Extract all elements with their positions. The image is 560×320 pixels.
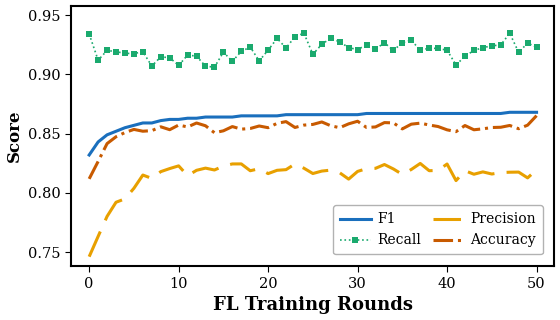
Recall — [211, 65, 218, 69]
Accuracy — [184, 125, 191, 129]
Line: Accuracy: Accuracy — [89, 116, 536, 179]
Recall — [533, 45, 540, 49]
Recall — [524, 41, 531, 45]
F1 — [506, 110, 513, 114]
F1 — [408, 112, 414, 116]
Recall — [86, 32, 92, 36]
Recall — [426, 46, 432, 50]
Line: Precision: Precision — [89, 164, 536, 257]
F1 — [533, 110, 540, 114]
Recall — [184, 53, 191, 57]
Precision — [86, 255, 92, 259]
Line: F1: F1 — [89, 112, 536, 155]
Y-axis label: Score: Score — [6, 110, 22, 162]
Accuracy — [408, 122, 414, 126]
Recall — [301, 31, 307, 35]
Recall — [238, 50, 245, 53]
Precision — [184, 174, 191, 178]
Accuracy — [220, 129, 227, 133]
F1 — [524, 110, 531, 114]
Precision — [408, 168, 414, 172]
Line: Recall: Recall — [86, 30, 540, 70]
F1 — [229, 115, 236, 119]
Precision — [524, 176, 531, 180]
X-axis label: FL Training Rounds: FL Training Rounds — [213, 296, 413, 315]
F1 — [220, 115, 227, 119]
F1 — [381, 112, 388, 116]
Accuracy — [524, 123, 531, 127]
Recall — [229, 60, 236, 63]
Accuracy — [86, 177, 92, 181]
F1 — [184, 116, 191, 120]
F1 — [86, 153, 92, 157]
Precision — [220, 164, 227, 168]
Precision — [533, 168, 540, 172]
Precision — [229, 162, 236, 166]
Recall — [399, 41, 405, 44]
Legend: F1, Recall, Precision, Accuracy: F1, Recall, Precision, Accuracy — [333, 205, 543, 254]
Accuracy — [533, 114, 540, 117]
Accuracy — [229, 125, 236, 129]
Accuracy — [381, 121, 388, 124]
Precision — [417, 162, 423, 165]
Precision — [381, 163, 388, 166]
